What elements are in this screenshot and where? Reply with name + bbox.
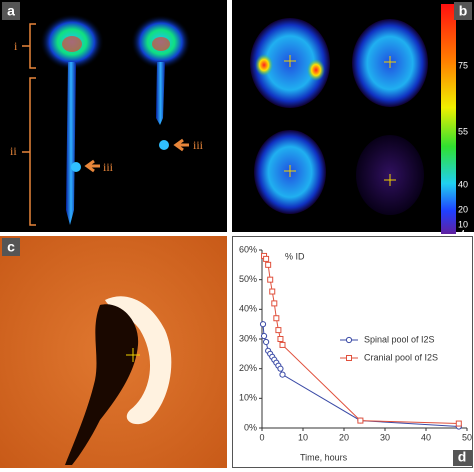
x-axis-label: Time, hours — [300, 452, 348, 462]
injection-spot — [71, 162, 81, 172]
marker — [259, 321, 267, 328]
y-tick-label: 20% — [239, 363, 257, 373]
brain-hotspot — [62, 36, 82, 52]
x-tick-label: 40 — [421, 432, 431, 442]
bracket — [22, 23, 36, 226]
colorbar-label: 10 — [458, 219, 468, 229]
arrow-label: iii — [103, 160, 114, 174]
panel-label: c — [7, 239, 15, 255]
marker — [267, 276, 274, 283]
bright-region — [105, 296, 172, 425]
panel-label: d — [458, 449, 467, 465]
x-tick-label: 50 — [462, 432, 472, 442]
legend-marker — [346, 355, 352, 361]
region-label: ii — [10, 144, 17, 158]
legend-marker — [345, 336, 353, 344]
x-tick-label: 30 — [380, 432, 390, 442]
arrow-label: iii — [193, 138, 204, 152]
crosshair — [126, 348, 140, 362]
colorbar-label: 20 — [458, 204, 468, 214]
colorbar-label: 55 — [458, 126, 468, 136]
spine-image — [66, 62, 76, 225]
x-tick-label: 10 — [298, 432, 308, 442]
panel-bg — [0, 0, 227, 232]
legend-label: Spinal pool of I2S — [364, 334, 435, 344]
y-axis-label: % ID — [285, 251, 305, 261]
arrow — [84, 138, 189, 173]
y-tick-label: 60% — [239, 244, 257, 254]
injection-spot — [159, 140, 169, 150]
marker — [260, 332, 268, 340]
legend-label: Cranial pool of I2S — [364, 352, 438, 362]
marker — [279, 371, 286, 378]
label-box — [2, 2, 20, 20]
brain-hotspot — [152, 37, 170, 51]
dark-region — [65, 304, 139, 465]
region-label: i — [14, 39, 18, 53]
x-tick-label: 0 — [259, 432, 264, 442]
panel-a: i ii iii iii a — [0, 0, 227, 232]
y-tick-label: 30% — [239, 333, 257, 343]
colorbar-label: 75 — [458, 60, 468, 70]
panel-b: 75 55 40 20 10 4 b — [232, 0, 474, 238]
marker — [271, 300, 278, 307]
marker — [263, 255, 270, 262]
hotspot — [255, 54, 273, 76]
label-box — [2, 238, 20, 256]
marker — [275, 327, 282, 334]
marker — [277, 336, 284, 342]
label-box — [453, 450, 472, 466]
spine-image — [156, 62, 165, 125]
marker — [263, 338, 270, 346]
marker — [279, 341, 286, 348]
y-tick-label: 0% — [244, 422, 257, 432]
colorbar-label: 4 — [460, 228, 465, 238]
y-tick-label: 10% — [239, 393, 257, 403]
colorbar — [441, 4, 456, 234]
colorbar-label: 40 — [458, 179, 468, 189]
marker — [265, 261, 272, 268]
hotspot — [307, 59, 325, 81]
panel-label: b — [459, 3, 468, 19]
crosshair — [284, 55, 396, 186]
y-tick-label: 50% — [239, 274, 257, 284]
label-box — [454, 2, 472, 20]
marker — [277, 365, 284, 372]
marker — [273, 315, 280, 322]
panel-c: c — [0, 236, 227, 468]
marker — [357, 417, 364, 424]
y-tick-label: 40% — [239, 304, 257, 314]
x-tick-label: 20 — [339, 432, 349, 442]
marker — [269, 288, 276, 295]
panel-label: a — [7, 3, 15, 19]
marker — [455, 420, 462, 427]
